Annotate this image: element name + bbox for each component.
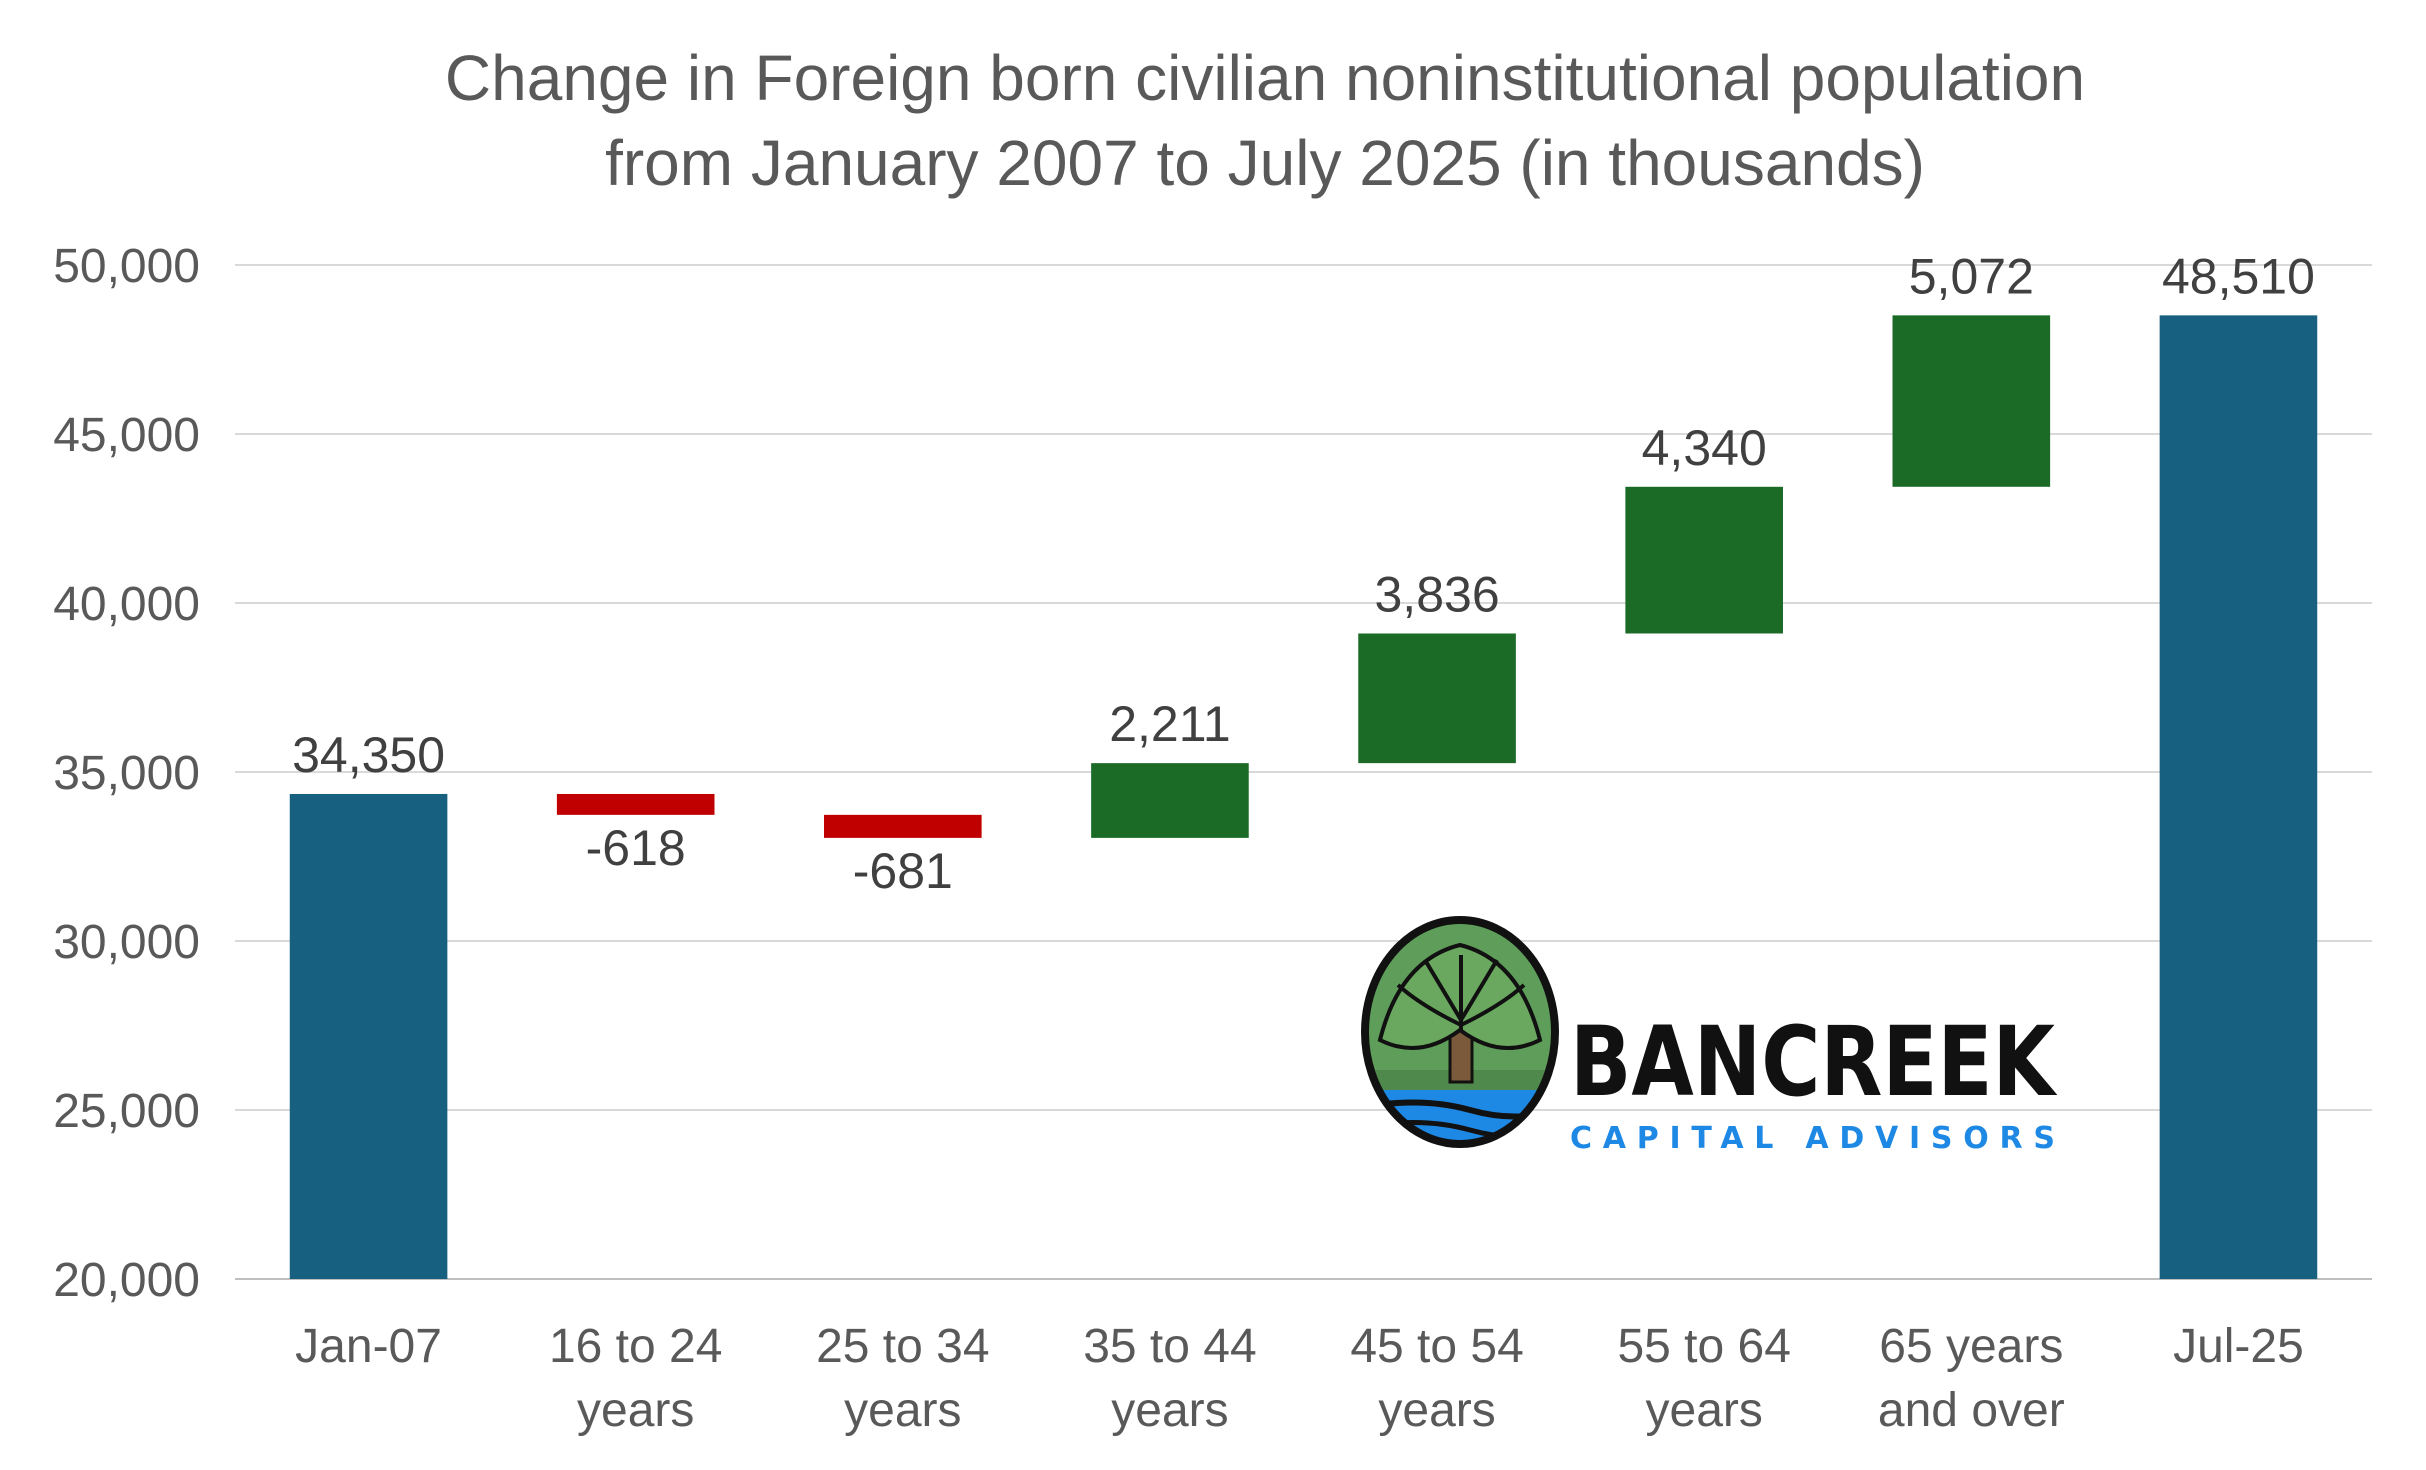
data-label: 5,072: [1909, 248, 2034, 304]
data-label: 34,350: [292, 727, 445, 783]
bancreek-logo: BANCREEK CAPITAL ADVISORS: [1361, 916, 2058, 1156]
bars: [289, 315, 2318, 1279]
data-labels: 34,350 -618 -681 2,211 3,836 4,340 5,072 48,510: [292, 248, 2315, 899]
x-tick-label: 45 to 54: [1350, 1320, 1523, 1373]
x-tick-label: 16 to 24: [549, 1320, 722, 1373]
data-label: 4,340: [1642, 420, 1767, 476]
x-tick-label: Jul-25: [2173, 1320, 2304, 1373]
logo-wordmark: BANCREEK: [1570, 1006, 2058, 1118]
bar: [2159, 315, 2318, 1279]
data-label: 3,836: [1375, 566, 1500, 622]
bar: [1091, 763, 1249, 838]
x-tick-label: 25 to 34: [816, 1320, 989, 1373]
tree-river-icon: [1361, 916, 1559, 1148]
y-tick-label: 30,000: [53, 916, 200, 969]
x-tick-label: years: [1111, 1384, 1228, 1437]
x-tick-label: years: [1646, 1384, 1763, 1437]
data-label: 48,510: [2162, 248, 2315, 304]
x-tick-label: years: [1378, 1384, 1495, 1437]
x-tick-label: years: [844, 1384, 961, 1437]
x-tick-label: 35 to 44: [1083, 1320, 1256, 1373]
y-tick-label: 25,000: [53, 1085, 200, 1138]
x-tick-label: and over: [1878, 1384, 2065, 1437]
y-tick-label: 35,000: [53, 747, 200, 800]
data-label: -681: [853, 843, 953, 899]
data-label: -618: [586, 820, 686, 876]
y-tick-label: 50,000: [53, 240, 200, 293]
y-tick-label: 20,000: [53, 1254, 200, 1307]
chart-title-line-1: Change in Foreign born civilian noninsti…: [445, 42, 2085, 114]
y-tick-label: 40,000: [53, 578, 200, 631]
bar: [289, 793, 448, 1279]
x-tick-label: 55 to 64: [1617, 1320, 1790, 1373]
x-axis: Jan-07 16 to 24 years 25 to 34 years 35 to 44…: [295, 1320, 2304, 1437]
bar: [824, 814, 982, 838]
y-tick-label: 45,000: [53, 409, 200, 462]
gridlines: [235, 264, 2372, 1280]
x-tick-label: Jan-07: [295, 1320, 442, 1373]
bar: [1892, 315, 2051, 487]
logo-tagline: CAPITAL ADVISORS: [1570, 1121, 2055, 1156]
x-tick-label: 65 years: [1879, 1320, 2063, 1373]
bar: [1358, 633, 1516, 764]
chart-title-line-2: from January 2007 to July 2025 (in thous…: [605, 127, 1925, 199]
y-axis: 20,000 25,000 30,000 35,000 40,000 45,000 50,0…: [53, 240, 200, 1307]
data-label: 2,211: [1109, 696, 1230, 752]
bar: [556, 793, 715, 815]
bar: [1625, 486, 1783, 634]
x-tick-label: years: [577, 1384, 694, 1437]
